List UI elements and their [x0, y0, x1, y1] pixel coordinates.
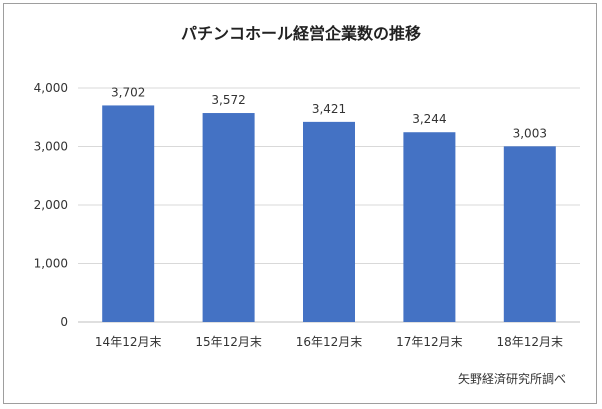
bar — [102, 105, 155, 322]
y-axis: 0 1,000 2,000 3,000 4,000 — [34, 81, 68, 329]
y-tick-label: 1,000 — [34, 257, 68, 271]
data-label: 3,421 — [312, 102, 346, 116]
bars — [102, 105, 556, 323]
x-tick-label: 16年12月末 — [296, 335, 363, 349]
source-note: 矢野経済研究所調べ — [457, 372, 566, 386]
data-label: 3,702 — [111, 85, 145, 99]
x-tick-label: 15年12月末 — [195, 335, 262, 349]
bar — [303, 121, 355, 323]
data-label: 3,003 — [513, 126, 547, 140]
x-tick-label: 17年12月末 — [396, 335, 463, 349]
y-tick-label: 0 — [60, 315, 68, 329]
y-tick-label: 3,000 — [34, 140, 68, 154]
data-label: 3,572 — [211, 93, 245, 107]
chart-frame — [3, 3, 597, 404]
y-tick-label: 2,000 — [34, 198, 68, 212]
data-label: 3,244 — [412, 112, 446, 126]
x-tick-label: 14年12月末 — [95, 335, 162, 349]
bar — [503, 146, 556, 322]
y-tick-label: 4,000 — [34, 81, 68, 95]
bar — [202, 113, 255, 323]
x-axis: 14年12月末 15年12月末 16年12月末 17年12月末 18年12月末 — [95, 335, 563, 349]
bar — [403, 132, 456, 322]
x-tick-label: 18年12月末 — [497, 335, 564, 349]
data-labels: 3,702 3,572 3,421 3,244 3,003 — [111, 85, 547, 140]
chart-title: パチンコホール経営企業数の推移 — [180, 24, 421, 43]
